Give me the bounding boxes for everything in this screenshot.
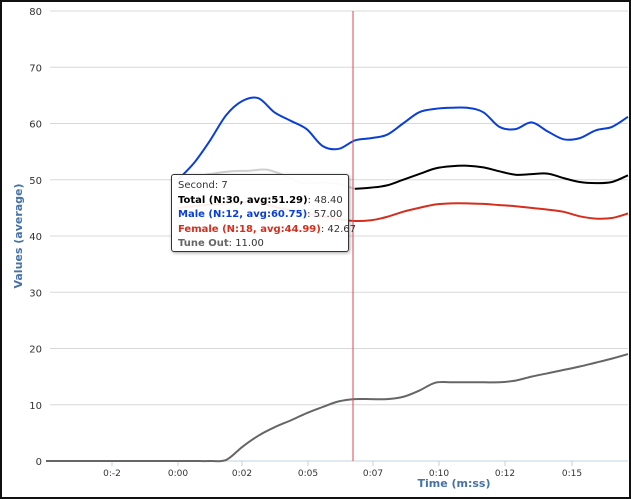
series-lines[interactable] [46, 96, 629, 463]
tooltip-row-male: Male (N:12, avg:60.75): 57.00 [178, 209, 343, 220]
x-axis-title: Time (m:ss) [417, 477, 490, 490]
x-tick-label: 0:00 [168, 469, 188, 479]
series-line-tune-out[interactable] [46, 353, 629, 463]
tooltip: Second: 7 Total (N:30, avg:51.29): 48.40… [171, 174, 357, 252]
y-tick-label: 50 [29, 176, 42, 187]
x-axis-ticks: 0:-2 0:00 0:02 0:05 0:07 0:10 0:12 0:15 [103, 461, 582, 479]
y-tick-label: 20 [29, 345, 42, 356]
series-line-total[interactable] [354, 164, 629, 190]
y-tick-label: 60 [29, 120, 42, 131]
y-tick-label: 70 [29, 63, 42, 74]
y-axis-ticks: 0 10 20 30 40 50 60 70 80 [29, 7, 42, 468]
x-tick-label: 0:-2 [103, 469, 121, 479]
tooltip-header: Second: 7 [178, 180, 228, 191]
x-tick-label: 0:05 [298, 469, 318, 479]
x-tick-label: 0:12 [495, 469, 515, 479]
y-tick-label: 40 [29, 232, 42, 243]
y-tick-label: 0 [36, 457, 42, 468]
x-tick-label: 0:02 [232, 469, 252, 479]
tooltip-row-tune-out: Tune Out: 11.00 [178, 238, 264, 249]
y-axis-title: Values (average) [12, 183, 25, 288]
y-tick-label: 80 [29, 7, 42, 18]
x-tick-label: 0:10 [429, 469, 449, 479]
y-tick-label: 30 [29, 288, 42, 299]
tooltip-row-total: Total (N:30, avg:51.29): 48.40 [178, 194, 343, 206]
tooltip-row-female: Female (N:18, avg:44.99): 42.67 [178, 223, 357, 235]
y-tick-label: 10 [29, 401, 42, 412]
series-line-male[interactable] [177, 96, 629, 181]
x-tick-label: 0:15 [562, 469, 582, 479]
x-tick-label: 0:07 [363, 469, 383, 479]
